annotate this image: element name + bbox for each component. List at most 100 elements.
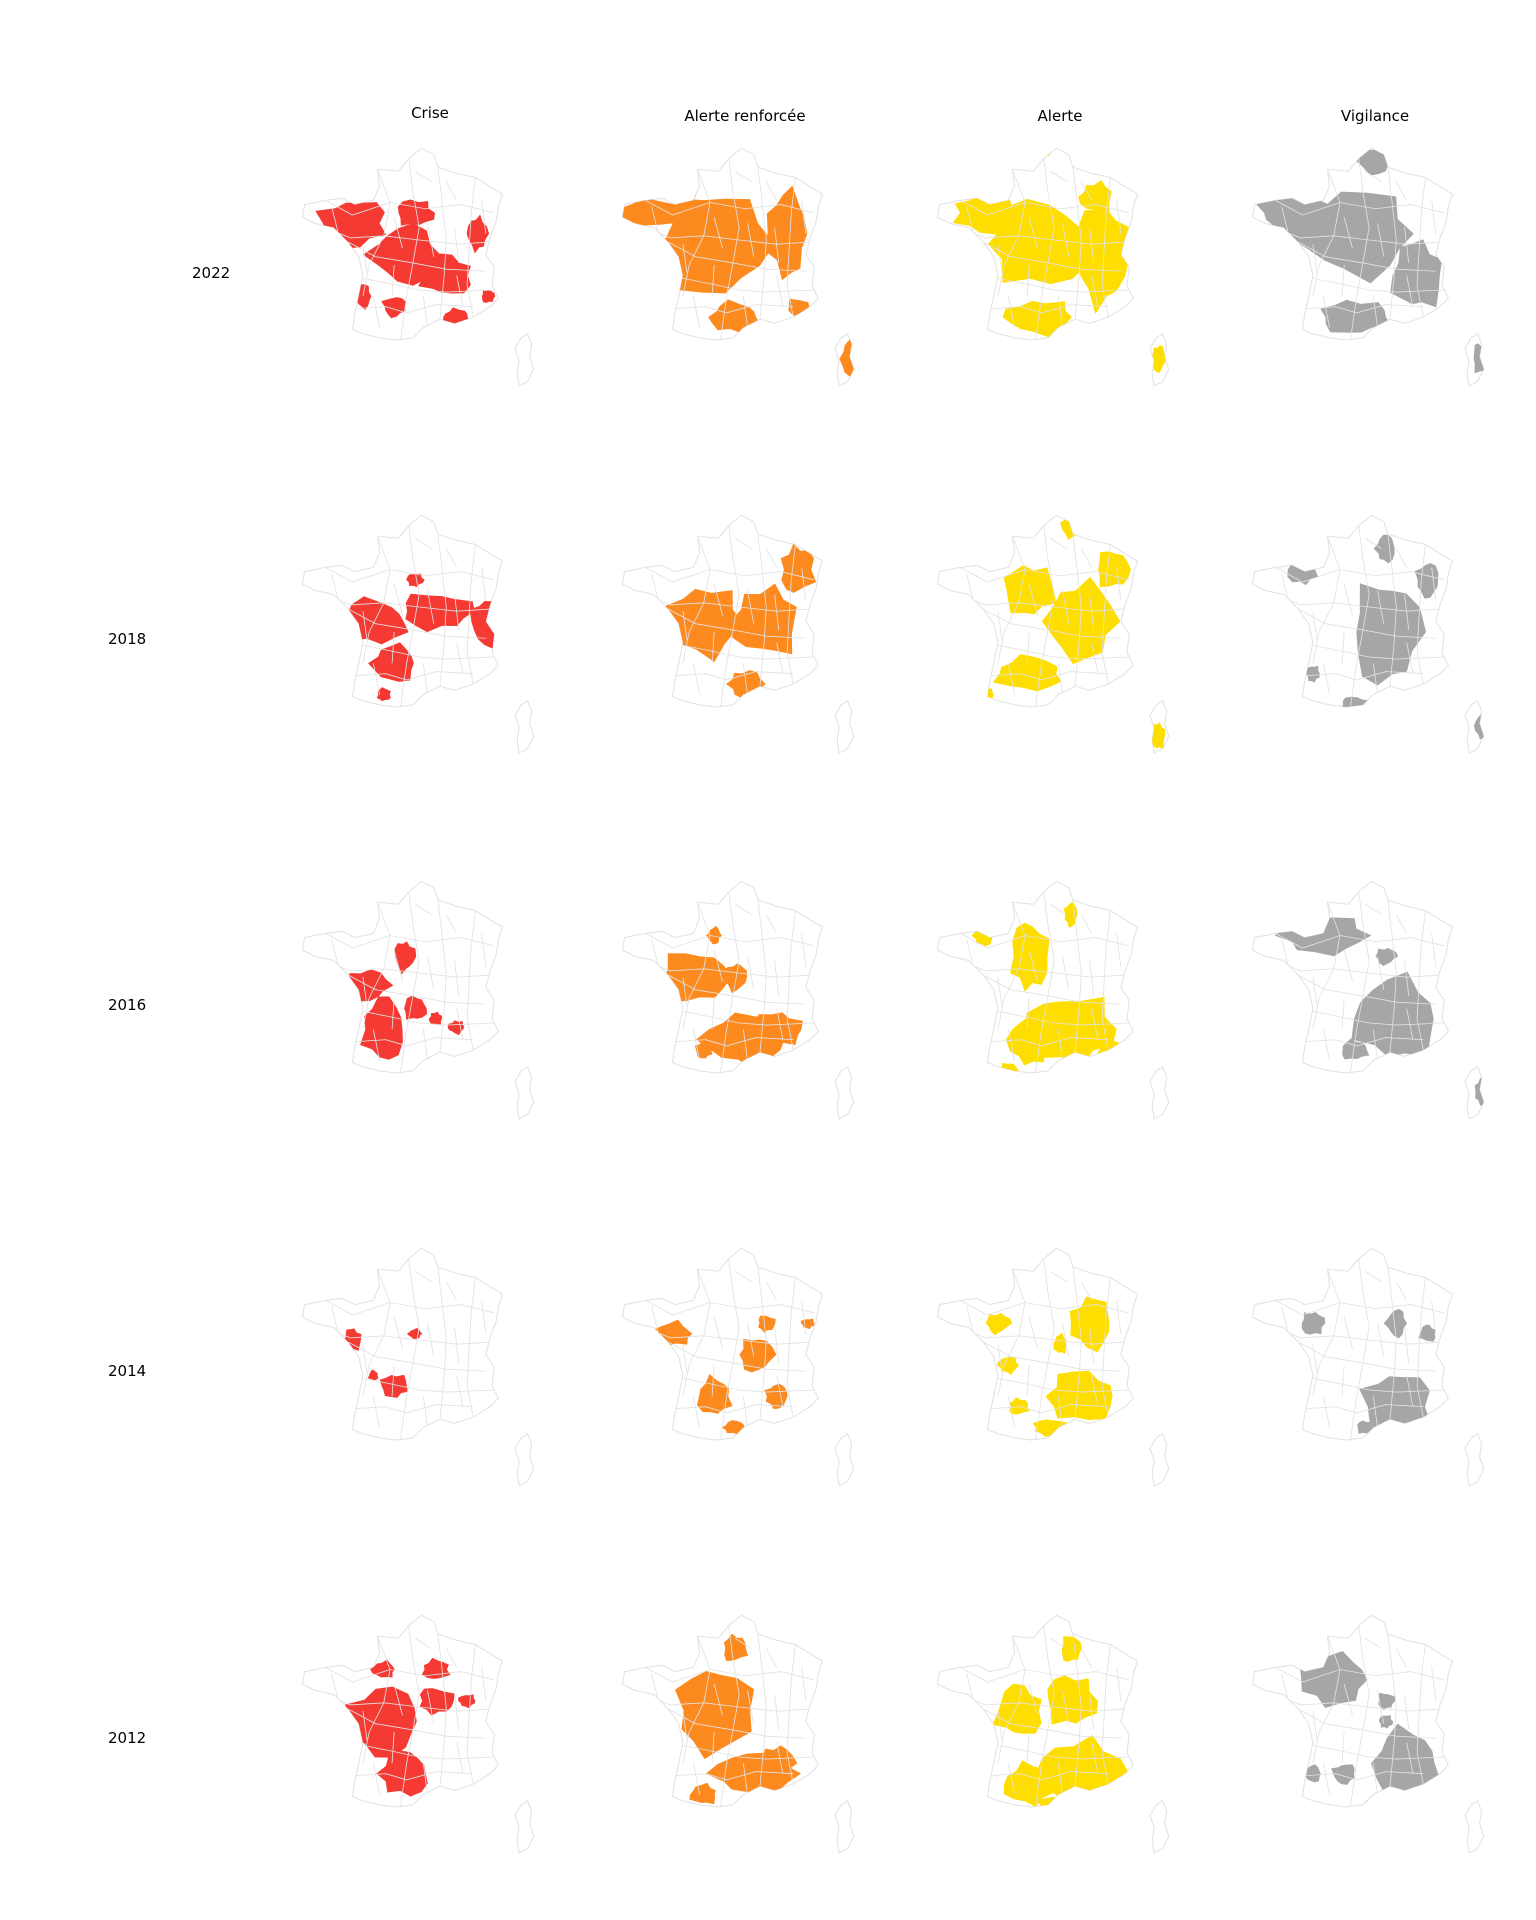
department-boundary (757, 167, 767, 320)
department-boundary (427, 223, 435, 257)
department-boundary (331, 1306, 339, 1332)
drought-zone (1047, 1675, 1098, 1725)
department-boundary (757, 1634, 767, 1787)
department-boundary (1028, 1316, 1038, 1349)
department-boundary (651, 573, 659, 599)
department-boundary (742, 1396, 748, 1428)
department-boundary (1416, 1277, 1426, 1418)
department-boundary (1350, 1625, 1370, 1808)
department-boundary (456, 275, 464, 307)
department-boundary (393, 949, 403, 982)
department-boundary (713, 949, 723, 982)
department-boundary (372, 1763, 380, 1795)
department-boundary (966, 1673, 974, 1699)
department-boundary (1026, 264, 1030, 297)
drought-zone (1053, 1332, 1067, 1354)
department-boundary (765, 914, 778, 934)
department-boundary (1080, 548, 1093, 568)
map-2014-alerte-renforc-e (621, 1247, 855, 1487)
department-boundary (747, 1690, 755, 1724)
department-boundary (801, 200, 807, 234)
department-boundary (960, 567, 1130, 583)
department-boundary (454, 960, 460, 996)
department-boundary (692, 663, 700, 695)
department-boundary (1049, 537, 1067, 550)
department-boundary (682, 244, 688, 274)
department-boundary (1062, 223, 1070, 257)
department-boundary (1072, 167, 1082, 320)
department-boundary (774, 1327, 780, 1363)
department-boundary (668, 1341, 806, 1372)
department-boundary (1028, 949, 1038, 982)
department-boundaries (314, 525, 495, 708)
department-boundary (314, 955, 491, 978)
drought-zone (481, 289, 496, 303)
row-label-2022: 2022 (192, 264, 231, 282)
department-boundary (1350, 891, 1370, 1074)
department-boundary (445, 1648, 458, 1668)
department-boundary (801, 567, 807, 601)
department-boundary (391, 1364, 395, 1397)
department-boundary (711, 264, 715, 297)
department-boundary (1395, 181, 1408, 201)
department-boundary (997, 977, 1003, 1007)
department-boundary (993, 1744, 1130, 1760)
department-boundary (1057, 1029, 1063, 1061)
department-boundary (362, 1711, 368, 1741)
department-boundary (634, 222, 811, 245)
department-boundary (1091, 642, 1099, 674)
department-boundary (966, 206, 974, 232)
department-boundary (422, 1029, 428, 1061)
department-boundary (645, 933, 815, 949)
department-boundary (757, 1267, 767, 1420)
department-boundary (960, 1300, 1130, 1316)
department-boundary (1372, 1029, 1378, 1061)
department-boundary (720, 158, 740, 341)
department-boundary (651, 1673, 659, 1699)
department-boundary (711, 1731, 715, 1764)
department-boundary (1343, 949, 1353, 982)
department-boundary (1322, 1396, 1330, 1428)
department-boundary (1377, 956, 1385, 990)
department-boundary (1406, 1008, 1414, 1040)
department-boundary (1416, 910, 1426, 1051)
department-boundary (682, 1711, 688, 1741)
drought-zone (458, 1694, 476, 1709)
department-boundary (801, 1667, 807, 1701)
department-boundary (331, 573, 339, 599)
department-boundary (1281, 206, 1289, 232)
department-boundary (651, 939, 659, 965)
column-header-alerte-renforcee: Alerte renforcée (684, 107, 806, 125)
department-boundary (651, 1306, 659, 1332)
department-boundary (456, 1375, 464, 1407)
department-boundary (466, 544, 476, 685)
department-boundary (713, 216, 723, 249)
drought-zone (766, 185, 808, 281)
department-boundary (949, 589, 1126, 612)
department-boundary (400, 1625, 420, 1808)
department-boundary (713, 1683, 723, 1716)
department-boundary (1072, 534, 1082, 687)
department-boundary (422, 1396, 428, 1428)
drought-zones (985, 1296, 1113, 1438)
department-boundary (1372, 1763, 1378, 1795)
map-2012-alerte-renforc-e (621, 1614, 855, 1854)
corsica-outline (1149, 1065, 1170, 1120)
department-boundary (481, 933, 487, 967)
map-2018-alerte-renforc-e (621, 514, 855, 754)
department-boundary (325, 200, 495, 216)
map-2018-vigilance (1251, 514, 1485, 754)
department-boundary (1049, 903, 1067, 916)
department-boundary (445, 548, 458, 568)
department-boundaries (949, 525, 1130, 708)
drought-zone (1009, 1397, 1030, 1415)
department-boundary (427, 1690, 435, 1724)
drought-zone (1045, 1370, 1113, 1420)
department-boundary (1035, 158, 1055, 341)
department-boundary (1298, 608, 1436, 639)
department-boundary (1057, 663, 1063, 695)
department-boundary (1377, 223, 1385, 257)
department-boundary (1026, 997, 1030, 1030)
department-boundary (774, 960, 780, 996)
department-boundary (720, 891, 740, 1074)
